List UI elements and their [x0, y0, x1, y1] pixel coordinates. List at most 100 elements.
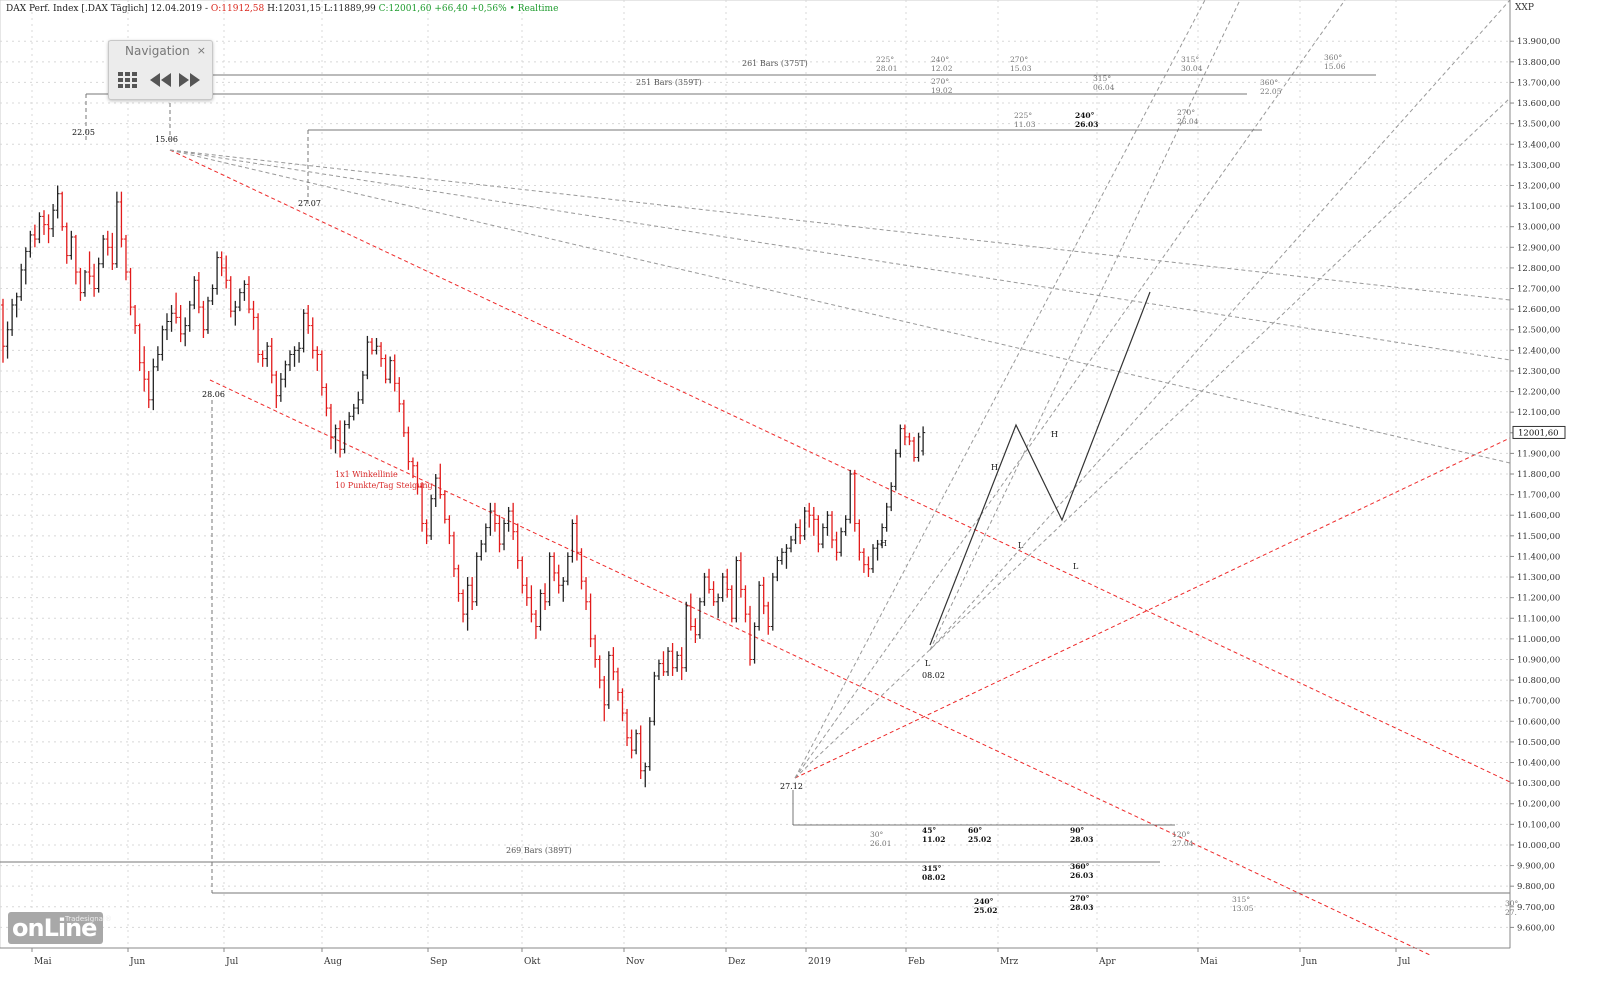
- logo-background: [8, 912, 103, 944]
- y-tick-label: 10.200,00: [1517, 800, 1560, 810]
- chart-annotations: 22.05 15.06 28.06 27.07 27.12 08.02 H H L H L L 1x1 …: [72, 53, 1519, 917]
- y-tick-label: 10.000,00: [1517, 841, 1560, 851]
- y-tick-label: 13.200,00: [1517, 181, 1560, 191]
- fan-line: [794, 97, 1511, 779]
- navigation-panel[interactable]: Navigation ×: [108, 40, 213, 100]
- y-tick-label: 13.100,00: [1517, 202, 1560, 212]
- x-tick-label: Mai: [34, 957, 52, 967]
- close-icon[interactable]: ×: [196, 44, 206, 57]
- x-tick-label: 2019: [808, 957, 831, 967]
- x-tick-label: Nov: [626, 957, 645, 967]
- y-tick-label: 13.700,00: [1517, 78, 1560, 88]
- angle-date-label: 15.03: [1010, 64, 1032, 73]
- navigation-title: Navigation: [125, 44, 190, 58]
- y-tick-label: 10.400,00: [1517, 759, 1560, 769]
- angle-degree-label: 270°: [1010, 55, 1028, 64]
- angle-date-label: 28.01: [876, 64, 897, 73]
- y-tick-label: 12.600,00: [1517, 305, 1560, 315]
- angle-date-label: 11.02: [922, 835, 946, 844]
- fan-line: [169, 149, 1511, 464]
- y-tick-label: 12.800,00: [1517, 264, 1560, 274]
- pattern-label: H: [991, 463, 998, 472]
- angle-degree-label: 270°: [931, 77, 949, 86]
- price-axis: 13.900,00 13.800,00 13.700,00 13.600,00 13.5…: [0, 0, 1566, 967]
- header-instrument: DAX Perf. Index [.DAX Täglich] 12.04.201…: [6, 4, 208, 14]
- fan-line: [794, 0, 1346, 779]
- angle-degree-label: 45°: [922, 826, 936, 835]
- x-tick-label: Jun: [1301, 957, 1317, 967]
- last-price-box: [1512, 425, 1566, 439]
- fan-line: [169, 149, 1511, 301]
- x-tick-label: Mrz: [1000, 957, 1019, 967]
- y-tick-label: 9.800,00: [1517, 882, 1555, 892]
- y-tick-label: 9.700,00: [1517, 903, 1555, 913]
- angle-date-label: 28.03: [1070, 903, 1094, 912]
- angle-degree-label: 60°: [968, 826, 982, 835]
- x-tick-label: Jul: [225, 957, 238, 967]
- angle-degree-label: 315°: [1232, 895, 1250, 904]
- x-tick-label: Aug: [323, 957, 342, 967]
- x-tick-label: Apr: [1098, 957, 1116, 967]
- fan-line: [929, 0, 1511, 651]
- y-tick-label: 13.400,00: [1517, 140, 1560, 150]
- angle-degree-label: 225°: [876, 55, 894, 64]
- y-tick-label: 10.700,00: [1517, 697, 1560, 707]
- y-tick-label: 11.900,00: [1517, 449, 1560, 459]
- pattern-label: H: [880, 539, 887, 548]
- fan-line: [169, 149, 1511, 361]
- y-tick-label: 12.100,00: [1517, 408, 1560, 418]
- angle-degree-label: 315°: [1181, 55, 1199, 64]
- fast-forward-icon[interactable]: [177, 69, 203, 91]
- fan-line: [929, 0, 1241, 651]
- y-tick-label: 12.400,00: [1517, 346, 1560, 356]
- y-tick-label: 12.500,00: [1517, 326, 1560, 336]
- angle-degree-label: 360°: [1324, 53, 1342, 62]
- y-tick-label: 10.900,00: [1517, 655, 1560, 665]
- angle-date-label: 13.05: [1232, 904, 1254, 913]
- rewind-icon[interactable]: [147, 69, 173, 91]
- pattern-label: H: [1051, 430, 1058, 439]
- y-axis-label: XXP: [1515, 3, 1534, 13]
- y-tick-label: 10.800,00: [1517, 676, 1560, 686]
- angle-date-label: 25.02: [974, 906, 998, 915]
- angle-date-label: 12.02: [931, 64, 953, 73]
- angle-degree-label: 360°: [1260, 78, 1278, 87]
- plot-frame: [0, 0, 1511, 949]
- y-tick-label: 9.900,00: [1517, 862, 1555, 872]
- chart-grid: [0, 0, 1511, 949]
- y-tick-label: 10.600,00: [1517, 717, 1560, 727]
- angle-degree-label: 30°: [870, 830, 884, 839]
- angle-date-label: 08.02: [922, 873, 946, 882]
- angle-degree-label: 315°: [922, 864, 942, 873]
- header-close: C:12001,60 +66,40 +0,56%: [378, 4, 507, 14]
- angle-date-label: 28.03: [1070, 835, 1094, 844]
- angle-degree-label: 30°: [1505, 899, 1519, 908]
- x-tick-label: Mai: [1200, 957, 1218, 967]
- tradesignal-logo: onLine Tradesignal®: [8, 912, 112, 944]
- y-tick-label: 10.500,00: [1517, 738, 1560, 748]
- angle-date-label: 19.02: [931, 86, 953, 95]
- hl-pattern-line: [929, 291, 1151, 646]
- y-tick-label: 10.100,00: [1517, 820, 1560, 830]
- x-tick-label: Okt: [524, 957, 541, 967]
- y-tick-label: 11.500,00: [1517, 532, 1560, 542]
- pivot-label: 15.06: [155, 135, 178, 144]
- pivot-label: 28.06: [202, 390, 225, 399]
- trendline-red-rising: [794, 437, 1511, 779]
- y-tick-label: 13.500,00: [1517, 120, 1560, 130]
- pattern-label: L: [925, 659, 931, 668]
- angle-degree-label: 225°: [1014, 111, 1032, 120]
- pivot-label: 27.07: [298, 199, 321, 208]
- grid-icon[interactable]: [115, 69, 141, 91]
- bar-count-label: 269 Bars (389T): [506, 846, 572, 855]
- angle-date-label: 25.02: [968, 835, 992, 844]
- y-tick-label: 11.400,00: [1517, 552, 1560, 562]
- angle-degree-label: 240°: [931, 55, 949, 64]
- last-price-label: 12001,60: [1518, 428, 1559, 438]
- pattern-label: L: [1018, 541, 1024, 550]
- y-tick-label: 13.900,00: [1517, 37, 1560, 47]
- logo-small-text: Tradesignal®: [65, 915, 112, 923]
- bar-count-label: 261 Bars (375T): [742, 59, 808, 68]
- y-tick-label: 11.600,00: [1517, 511, 1560, 521]
